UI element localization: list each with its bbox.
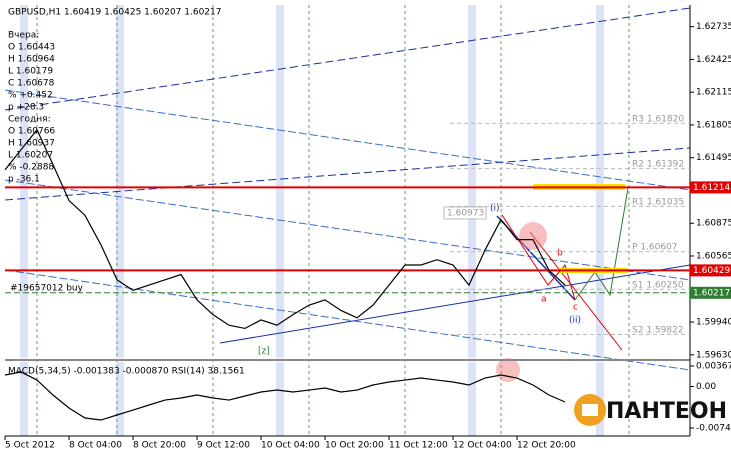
pivot-label: S1 1.60250 — [632, 280, 684, 290]
wave-label: (ii) — [569, 316, 581, 326]
level-label: 1.61214 — [693, 183, 730, 193]
window-divider — [5, 359, 690, 361]
info-line: % -0.2888 — [8, 163, 54, 173]
x-tick-label: 10 Oct 20:00 — [325, 441, 384, 451]
y-tick-label: 1.61495 — [696, 153, 731, 163]
wave-label: b — [557, 249, 563, 259]
level-box — [690, 181, 731, 194]
level-box — [690, 286, 731, 299]
info-line: O 1.60766 — [8, 127, 55, 137]
pivot-label: R1 1.61035 — [632, 197, 684, 207]
info-line: H 1.60937 — [8, 139, 55, 149]
y-tick-label: 1.62425 — [696, 55, 731, 65]
header: GBPUSD,H1 1.60419 1.60425 1.60207 1.6021… — [8, 8, 221, 18]
price-line — [4, 128, 566, 330]
pivot-value: 1.59822 — [646, 325, 683, 335]
x-tick-label: 9 Oct 12:00 — [197, 441, 250, 451]
pivot-name: S2 — [632, 325, 643, 335]
wave-label: [z] — [258, 347, 270, 357]
price-box-label: 1.60973 — [447, 209, 484, 219]
info-line: % +0.452 — [8, 91, 53, 101]
y-tick-label: 1.59630 — [696, 350, 731, 360]
wave-label: (i) — [490, 204, 500, 214]
pivot-value: 1.61820 — [647, 114, 684, 124]
macd-title: MACD(5,34,5) -0.001383 -0.000870 RSI(14)… — [8, 367, 245, 377]
pivot-name: P — [632, 242, 638, 252]
pivot-name: R1 — [632, 197, 644, 207]
logo: ПАНТЕОН — [574, 394, 727, 426]
pivot-value: 1.60250 — [646, 280, 683, 290]
y-tick-label: 1.60875 — [696, 219, 731, 229]
level-label: 1.60429 — [693, 266, 730, 276]
y-tick-label: 1.62115 — [696, 88, 731, 98]
info-line: H 1.60964 — [8, 55, 55, 65]
y-tick-label: 0.00 — [696, 382, 716, 392]
info-line: р +28.3 — [8, 103, 44, 113]
pivot-name: R2 — [632, 159, 644, 169]
pivot-value: 1.61035 — [647, 197, 684, 207]
x-tick-label: 11 Oct 12:00 — [389, 441, 448, 451]
pivot-label: R2 1.61392 — [632, 159, 684, 169]
y-tick-label: 1.59940 — [696, 318, 731, 328]
price-line — [4, 371, 566, 421]
wave-label: c — [573, 303, 578, 313]
pivot-value: 1.60607 — [640, 242, 677, 252]
order-label: #19657012 buy — [10, 284, 84, 294]
x-tick-label: 8 Oct 04:00 — [69, 441, 122, 451]
pivot-label: P 1.60607 — [632, 242, 678, 252]
info-line: L 1.60207 — [8, 151, 53, 161]
info-line: Вчера: — [8, 31, 39, 41]
y-tick-label: 1.61805 — [696, 120, 731, 130]
pivot-label: R3 1.61820 — [632, 114, 684, 124]
pivot-name: S1 — [632, 280, 643, 290]
info-line: L 1.60179 — [8, 67, 53, 77]
info-panel: Вчера: O 1.60443 H 1.60964 L 1.60179 C 1.606… — [8, 31, 55, 185]
level-box — [690, 264, 731, 277]
y-tick-label: 0.003673 — [696, 362, 731, 372]
info-line: р -36.1 — [8, 175, 40, 185]
pivot-name: R3 — [632, 114, 644, 124]
info-line: O 1.60443 — [8, 43, 55, 53]
info-line: Сегодня: — [8, 115, 51, 125]
price-box — [443, 206, 487, 220]
y-tick-label: -0.00743 — [696, 424, 731, 434]
pivot-value: 1.61392 — [647, 159, 684, 169]
logo-text: ПАНТЕОН — [606, 399, 727, 424]
info-line: C 1.60678 — [8, 79, 55, 89]
x-tick-label: 12 Oct 04:00 — [453, 441, 512, 451]
y-tick-label: 1.60565 — [696, 252, 731, 262]
x-tick-label: 5 Oct 2012 — [5, 441, 55, 451]
pivot-label: S2 1.59822 — [632, 325, 684, 335]
x-tick-label: 12 Oct 20:00 — [517, 441, 576, 451]
level-label: 1.60217 — [693, 288, 730, 298]
x-tick-label: 8 Oct 20:00 — [133, 441, 186, 451]
x-tick-label: 10 Oct 04:00 — [261, 441, 320, 451]
y-tick-label: 1.62735 — [696, 22, 731, 32]
wave-label: a — [541, 295, 547, 305]
